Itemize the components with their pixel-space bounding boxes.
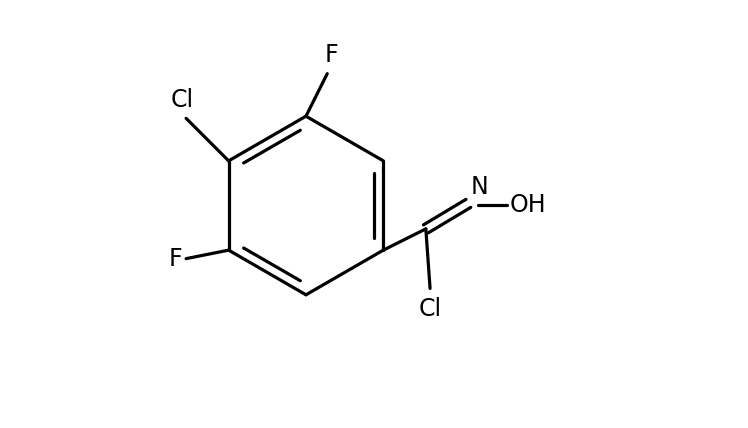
Text: N: N <box>470 175 488 199</box>
Text: F: F <box>325 43 338 67</box>
Text: Cl: Cl <box>419 297 441 321</box>
Text: OH: OH <box>509 193 546 217</box>
Text: F: F <box>168 247 182 270</box>
Text: Cl: Cl <box>171 88 194 112</box>
